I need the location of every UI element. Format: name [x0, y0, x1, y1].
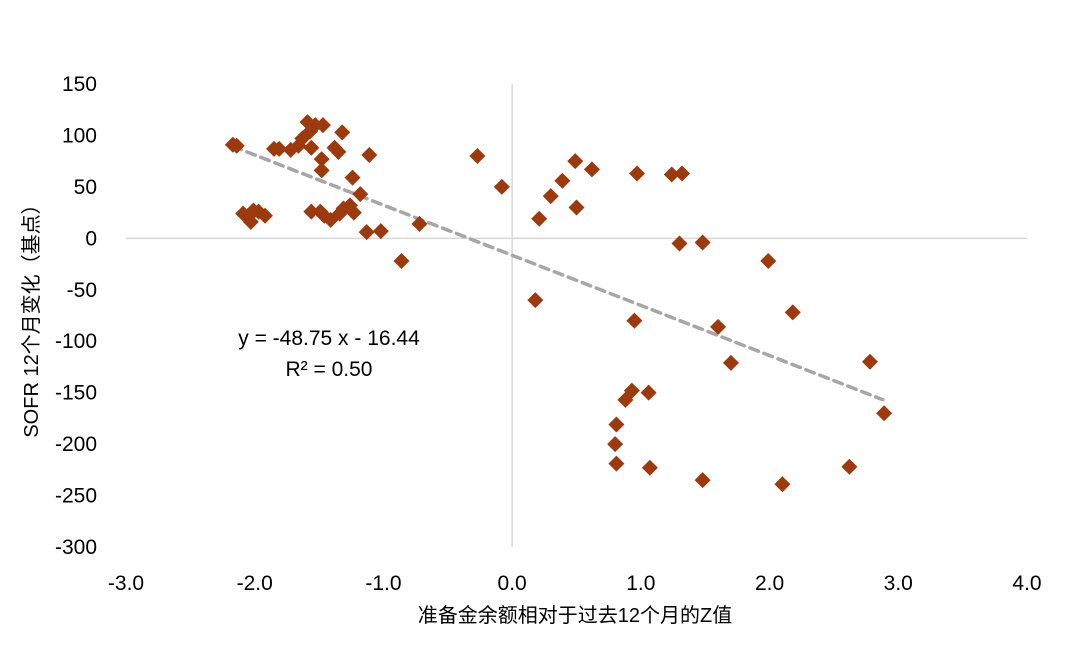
x-tick-label: 0.0 [498, 572, 527, 595]
data-point [313, 151, 330, 168]
y-tick-label: -50 [67, 279, 97, 302]
x-tick-label: -3.0 [108, 572, 144, 595]
data-point [617, 391, 634, 408]
y-tick-label: -300 [55, 536, 97, 559]
y-tick-label: 50 [74, 176, 97, 199]
data-point [393, 252, 410, 269]
y-tick-label: 0 [85, 227, 97, 250]
x-axis-title: 准备金余额相对于过去12个月的Z值 [418, 604, 732, 627]
data-point [271, 140, 288, 157]
data-point [694, 234, 711, 251]
data-point [257, 207, 274, 224]
data-point [554, 172, 571, 189]
data-point [861, 353, 878, 370]
data-point [663, 166, 680, 183]
data-point [710, 318, 727, 335]
data-point [334, 124, 351, 141]
r-squared-label: R² = 0.50 [286, 358, 373, 381]
data-point [344, 169, 361, 186]
axes [126, 84, 1027, 547]
data-point [313, 162, 330, 179]
x-tick-label: 2.0 [755, 572, 784, 595]
data-point [760, 252, 777, 269]
data-point [411, 215, 428, 232]
data-point [722, 354, 739, 371]
data-point [640, 384, 657, 401]
data-point [626, 312, 643, 329]
y-tick-label: 150 [62, 73, 97, 96]
data-point [358, 224, 375, 241]
data-points [224, 114, 893, 493]
data-point [303, 139, 320, 156]
data-point [361, 146, 378, 163]
data-point [568, 199, 585, 216]
data-point [242, 213, 259, 230]
data-point [372, 223, 389, 240]
data-point [352, 186, 369, 203]
y-tick-label: -100 [55, 330, 97, 353]
trendline-layer [231, 144, 885, 402]
data-point [314, 117, 331, 134]
data-point [469, 148, 486, 165]
trendline [231, 144, 885, 402]
data-point [583, 161, 600, 178]
data-point [608, 455, 625, 472]
y-tick-label: -250 [55, 485, 97, 508]
y-tick-label: -150 [55, 382, 97, 405]
data-point [345, 204, 362, 221]
tick-labels: 150 100 50 0 -50 -100 -150 -200 -250 -300 -3.0 -2.0… [55, 73, 1042, 595]
data-point [841, 458, 858, 475]
x-tick-label: 1.0 [626, 572, 655, 595]
data-point [674, 165, 691, 182]
y-axis-title: SOFR 12个月变化（基点） [20, 194, 43, 437]
data-point [493, 178, 510, 195]
data-point [299, 114, 316, 131]
data-point [774, 476, 791, 493]
data-point [876, 405, 893, 422]
data-point [784, 304, 801, 321]
data-point [303, 203, 320, 220]
data-point [628, 165, 645, 182]
x-tick-label: 4.0 [1012, 572, 1041, 595]
trendline-annotation: y = -48.75 x - 16.44 R² = 0.50 [238, 327, 420, 381]
x-tick-label: -2.0 [237, 572, 273, 595]
data-point [607, 436, 624, 453]
x-tick-label: 3.0 [884, 572, 913, 595]
data-point [527, 292, 544, 309]
data-point [641, 459, 658, 476]
data-point [330, 143, 347, 160]
data-point [542, 188, 559, 205]
y-tick-label: -200 [55, 433, 97, 456]
data-point [694, 472, 711, 489]
y-tick-label: 100 [62, 124, 97, 147]
data-point [608, 416, 625, 433]
x-tick-label: -1.0 [365, 572, 401, 595]
data-point [531, 210, 548, 227]
data-point [671, 235, 688, 252]
trendline-equation: y = -48.75 x - 16.44 [238, 327, 420, 350]
data-point [567, 153, 584, 170]
data-point [228, 137, 245, 154]
